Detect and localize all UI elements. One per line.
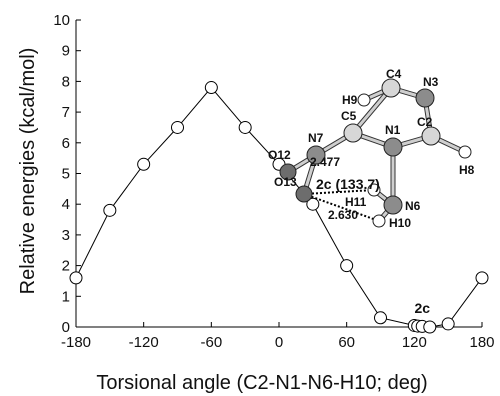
bond-highlight	[351, 86, 393, 135]
atom-label: N1	[385, 123, 401, 137]
atom-h11	[367, 183, 381, 197]
x-axis-title: Torsional angle (C2-N1-N6-H10; deg)	[96, 372, 427, 394]
x-tick-label: -60	[200, 334, 222, 351]
y-tick-label: 10	[53, 12, 70, 29]
atom-c5	[343, 123, 363, 143]
y-tick-label: 8	[62, 73, 70, 90]
atom-label: C5	[341, 109, 357, 123]
atom-o13	[295, 185, 313, 203]
atom-label: N6	[405, 199, 421, 213]
atom-n6	[383, 195, 403, 215]
hydrogen-bond-line	[303, 193, 380, 222]
y-tick-label: 9	[62, 43, 70, 60]
data-point	[374, 311, 387, 325]
data-point	[137, 157, 151, 171]
y-tick-label: 6	[62, 135, 70, 152]
y-tick-label: 4	[62, 196, 70, 213]
distance-label: 2.477	[310, 155, 340, 169]
molecule-caption: 2c (133.7)	[316, 176, 380, 192]
atom-label: H8	[459, 163, 475, 177]
x-tick-label: -180	[61, 334, 91, 351]
y-tick-label: 1	[62, 288, 70, 305]
y-tick-label: 2	[62, 258, 70, 275]
atom-h10	[372, 214, 386, 228]
data-point	[69, 271, 83, 285]
atom-n1	[383, 137, 403, 157]
atom-label: O12	[268, 148, 291, 162]
data-point	[475, 271, 489, 285]
energy-series: 2c	[69, 81, 489, 334]
x-tick-label: -120	[129, 334, 159, 351]
molecule-structure: H9 C4 N3 C5 C2 O12 N7 N1 H8 O13 H11 N6 H10 2.630 2.477…	[268, 67, 475, 230]
atom-c2	[421, 126, 441, 146]
y-tick-label: 3	[62, 227, 70, 244]
x-tick-label: 60	[338, 334, 355, 351]
atom-label: H10	[389, 216, 411, 230]
atom-label: H11	[345, 195, 367, 209]
x-tick-label: 0	[275, 334, 283, 351]
axis-ticks: 0 1 2 3 4 5 6 7 8 9 10 -180 -120 -60 0 60 120 180	[53, 12, 494, 351]
y-tick-label: 0	[62, 319, 70, 336]
atom-h9	[357, 93, 371, 107]
atom-label: N3	[423, 75, 439, 89]
atom-label: C4	[386, 67, 402, 81]
atom-c4	[381, 78, 401, 98]
distance-label: 2.630	[328, 208, 358, 222]
data-point	[171, 120, 184, 134]
y-axis-title: Relative energies (kcal/mol)	[17, 48, 39, 295]
x-tick-label: 120	[402, 334, 427, 351]
data-point	[340, 259, 354, 273]
atom-n7	[306, 145, 326, 165]
x-tick-label: 180	[469, 334, 494, 351]
atom-n3	[415, 88, 435, 108]
minimum-label: 2c	[414, 300, 430, 316]
data-point	[441, 317, 455, 331]
data-point	[204, 81, 218, 95]
atom-o12	[279, 163, 297, 181]
atom-label: H9	[342, 93, 358, 107]
atom-label: N7	[308, 131, 324, 145]
atom-label: C2	[417, 115, 433, 129]
data-point	[103, 203, 117, 217]
atom-h8	[458, 145, 472, 159]
y-tick-label: 5	[62, 166, 70, 183]
data-point	[238, 120, 252, 134]
y-tick-label: 7	[62, 104, 70, 121]
data-point	[423, 320, 437, 334]
atom-label: O13	[274, 175, 297, 189]
